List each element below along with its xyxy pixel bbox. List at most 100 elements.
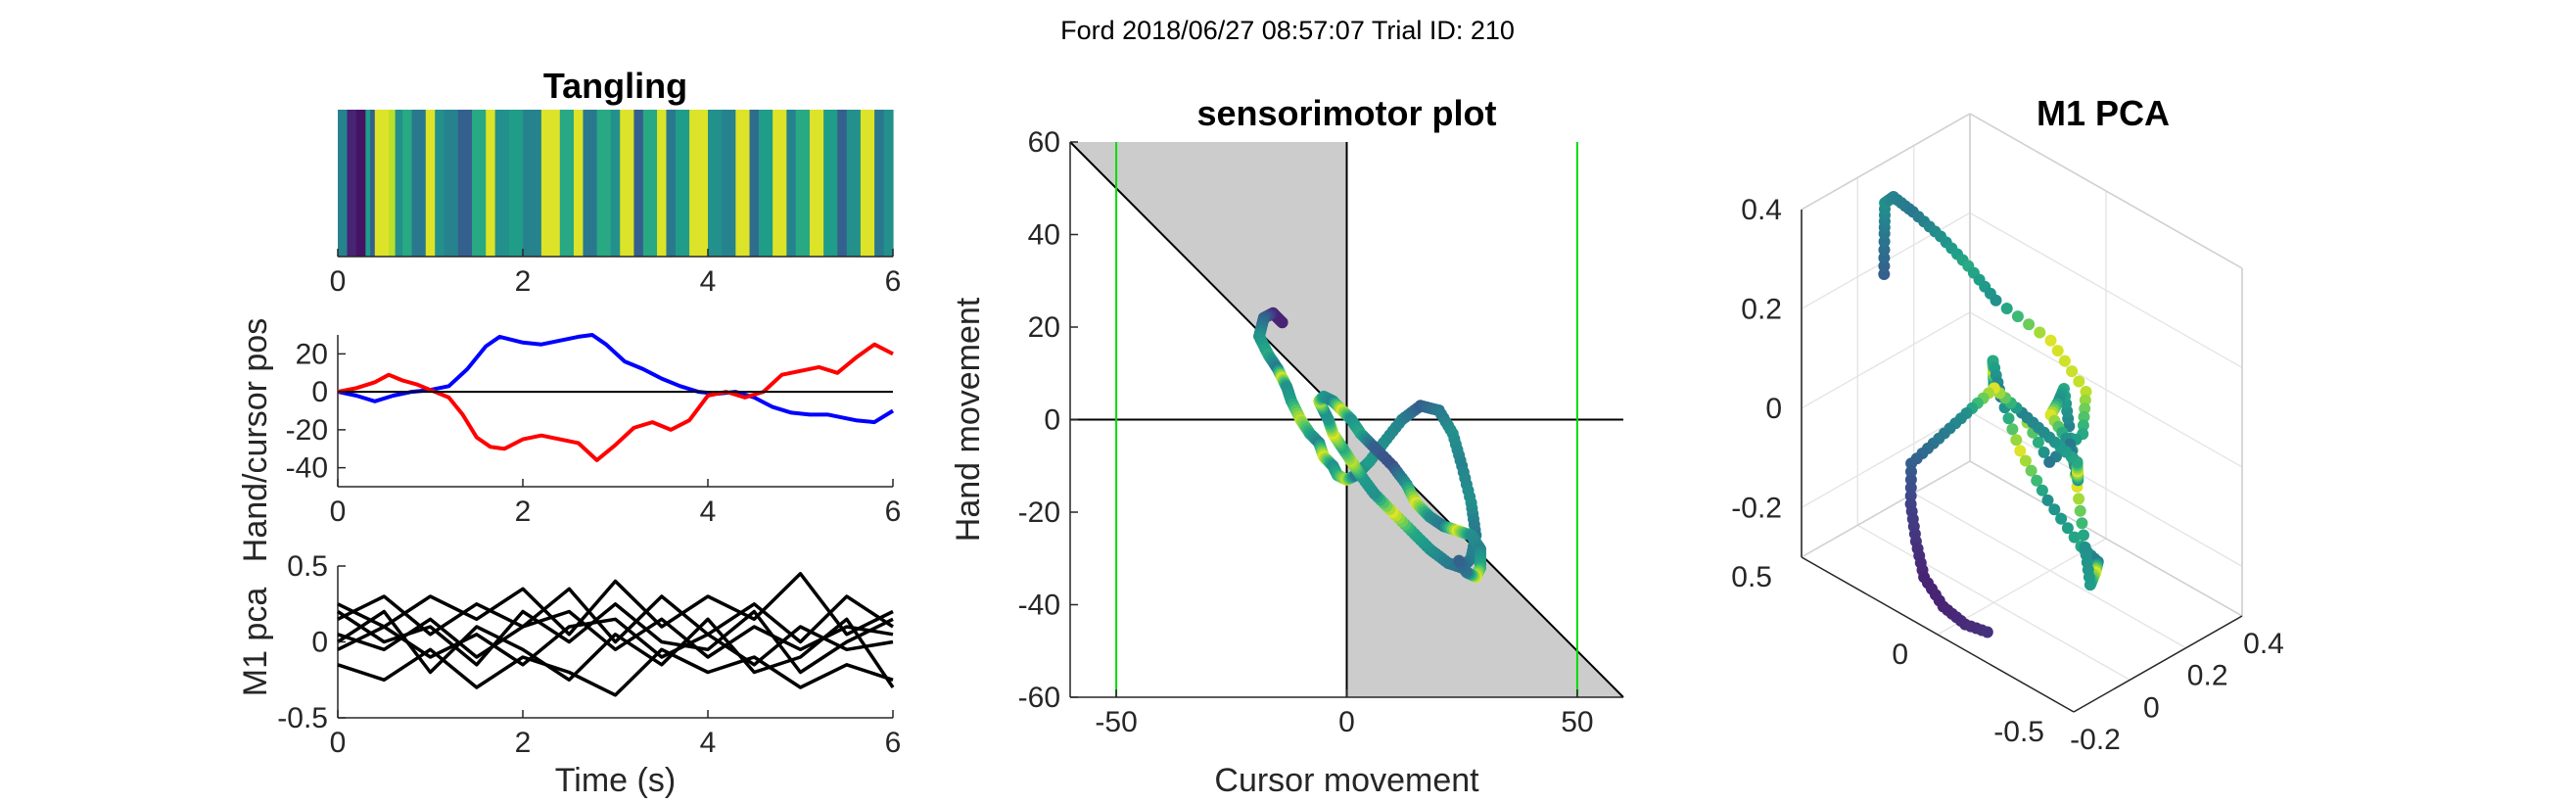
tangling-xtick-label-2: 4 (700, 265, 717, 298)
pca3d-point-17-2 (2002, 412, 2015, 425)
pca3d-point-24-3 (2074, 504, 2086, 517)
m1-pca-series-0 (337, 572, 894, 637)
m1-pca-xtick-label-0: 0 (330, 727, 347, 759)
tangling-band-5 (374, 110, 390, 257)
pca3d-point-17-4 (2010, 434, 2023, 447)
m1-pca-series-4 (337, 647, 894, 697)
tangling-band-10 (425, 110, 436, 257)
tangling-band-29 (666, 110, 677, 257)
pca3d-point-44-4 (1981, 626, 1993, 638)
tangling-band-20 (559, 110, 575, 257)
pca3d-xtick-label-3: 0.4 (2243, 628, 2284, 660)
pca3d-point-7-2 (2011, 310, 2024, 323)
pca3d-point-39-3 (1904, 482, 1917, 495)
hand-cursor-axes: 0 2 4 6 20 0 -20 -40 Hand/cursor pos (237, 318, 901, 562)
pca3d-ztick-label-1: 0.2 (1741, 293, 1782, 325)
tangling-band-2 (355, 110, 366, 257)
pca3d-point-24-0 (2079, 541, 2091, 553)
tangling-band-0 (338, 110, 349, 257)
tangling-band-42 (837, 110, 848, 257)
m1-pca-ylabel: M1 pca (237, 588, 274, 697)
pca3d-point-39-0 (1905, 457, 1918, 470)
pca3d-point-19-3 (2061, 522, 2074, 535)
m1-pca-series-6 (337, 602, 894, 675)
pca3d-ztick-label-3: -0.2 (1731, 492, 1782, 524)
tangling-band-14 (472, 110, 487, 257)
pca3d-edge-6 (1969, 460, 2243, 617)
sensorimotor-ytick-label-2: 20 (1028, 311, 1060, 344)
pca3d-point-0-0 (1878, 268, 1891, 280)
sensorimotor-xtick-label-1: 0 (1338, 706, 1355, 738)
tangling-band-26 (633, 110, 644, 257)
pca3d-point-7-1 (2000, 303, 2013, 314)
sensorimotor-ytick-label-0: 60 (1028, 126, 1060, 159)
sensorimotor-point-56-5 (1453, 554, 1466, 567)
hand-cursor-xtick-label-0: 0 (330, 496, 347, 528)
tangling-xtick-label-1: 2 (515, 265, 532, 298)
m1-pca-series-5 (337, 609, 895, 688)
tangling-title: Tangling (543, 66, 687, 106)
pca3d-point-24-1 (2078, 529, 2089, 542)
pca3d-point-9-2 (2079, 402, 2091, 415)
pca3d-ytick-label-1: 0 (1892, 638, 1908, 671)
hand-cursor-xtick-label-1: 2 (515, 496, 532, 528)
tangling-band-6 (388, 110, 397, 257)
tangling-band-46 (883, 110, 894, 257)
tangling-band-39 (795, 110, 811, 257)
tangling-band-44 (860, 110, 875, 257)
pca3d-ztick-label-2: 0 (1765, 393, 1782, 425)
m1-pca-series-2 (337, 609, 894, 659)
pca3d-point-18-1 (2019, 454, 2032, 467)
tangling-band-23 (596, 110, 612, 257)
tangling-band-27 (642, 110, 658, 257)
tangling-band-19 (540, 110, 561, 257)
hand-cursor-ytick-label-1: 0 (311, 376, 328, 408)
hand-cursor-series-1 (337, 342, 894, 462)
pca3d-side-grid-z-2 (1969, 311, 2243, 468)
pca3d-point-19-4 (2068, 531, 2081, 543)
hand-cursor-ytick-label-0: 20 (296, 338, 328, 370)
tangling-band-25 (620, 110, 634, 257)
figure-suptitle: Ford 2018/06/27 08:57:07 Trial ID: 210 (1060, 16, 1515, 45)
pca3d-point-9-4 (2077, 419, 2089, 432)
tangling-band-21 (573, 110, 585, 257)
pca3d-edge-3 (1801, 113, 1971, 211)
m1-pca-series-1 (337, 587, 894, 644)
pca3d-point-0-3 (1878, 244, 1891, 257)
tangling-band-11 (435, 110, 445, 257)
pca3d-point-18-4 (2036, 484, 2048, 496)
pca3d-point-0-2 (1878, 252, 1891, 264)
sensorimotor-ytick-label-4: -20 (1018, 496, 1060, 529)
tangling-band-1 (347, 110, 357, 257)
m1-pca-xlabel: Time (s) (555, 762, 676, 799)
tangling-band-41 (823, 110, 838, 257)
tangling-band-3 (365, 110, 371, 257)
sensorimotor-ytick-label-1: 40 (1028, 219, 1060, 252)
m1-pca-xtick-label-1: 2 (515, 727, 532, 759)
pca3d-point-19-2 (2055, 512, 2068, 525)
tangling-band-4 (370, 110, 376, 257)
pca3d-point-11-2 (2032, 436, 2044, 449)
sensorimotor-xtick-label-2: 50 (1561, 706, 1593, 738)
pca3d-edge-5 (1801, 460, 1971, 558)
sensorimotor-xlabel: Cursor movement (1214, 762, 1479, 799)
hand-cursor-ylabel: Hand/cursor pos (237, 318, 274, 562)
pca3d-ytick-label-2: 0.5 (1731, 561, 1772, 593)
pca3d-xtick-label-2: 0.2 (2187, 660, 2228, 692)
pca3d-point-8-4 (2073, 375, 2085, 388)
pca3d-point-19-1 (2048, 503, 2061, 516)
tangling-band-37 (773, 110, 787, 257)
pca3d-point-8-3 (2066, 365, 2079, 378)
tangling-band-18 (523, 110, 542, 257)
pca3d-point-19-0 (2041, 494, 2054, 506)
tangling-band-30 (675, 110, 690, 257)
tangling-band-28 (657, 110, 668, 257)
pca3d-title: M1 PCA (2037, 93, 2170, 133)
pca3d-point-8-1 (2051, 345, 2064, 357)
pca3d-point-18-0 (2014, 445, 2027, 457)
tangling-band-32 (708, 110, 723, 257)
sensorimotor-ytick-label-3: 0 (1044, 404, 1060, 437)
tangling-band-17 (508, 110, 524, 257)
m1-pca-ytick-label-0: 0.5 (287, 550, 328, 583)
pca3d-point-7-0 (1990, 294, 2002, 307)
